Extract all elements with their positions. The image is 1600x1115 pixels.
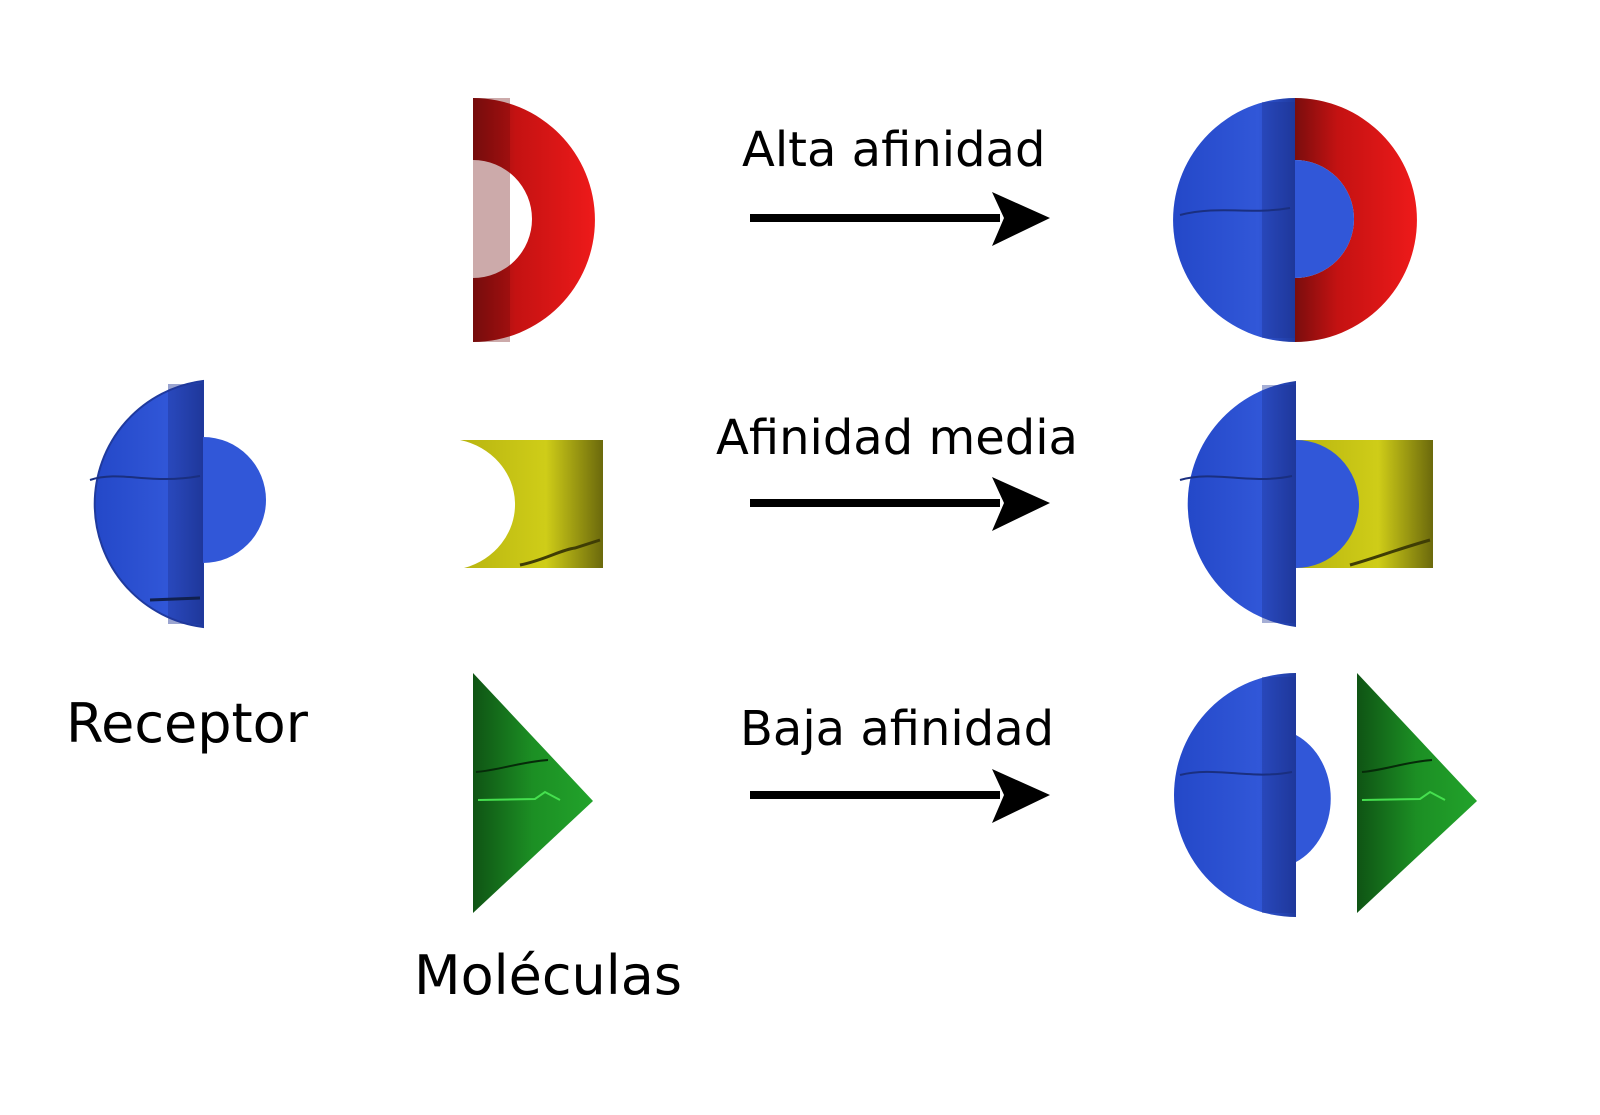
- green-triangle-icon: [473, 673, 593, 913]
- medium-affinity-label: Afinidad media: [716, 410, 1078, 466]
- red-crescent-icon: [473, 98, 595, 342]
- high-affinity-complex-icon: [1173, 98, 1417, 342]
- arrow-medium-icon: [750, 477, 1050, 531]
- receptor-label: Receptor: [66, 692, 308, 755]
- arrow-high-icon: [750, 192, 1050, 246]
- receptor-icon: [89, 379, 266, 629]
- low-affinity-complex-icon: [1174, 673, 1477, 917]
- high-affinity-label: Alta afinidad: [742, 122, 1046, 178]
- yellow-notched-block-icon: [460, 440, 603, 568]
- arrow-low-icon: [750, 769, 1050, 823]
- molecules-label: Moléculas: [414, 944, 682, 1007]
- low-affinity-label: Baja afinidad: [740, 701, 1055, 757]
- medium-affinity-complex-icon: [1179, 381, 1433, 627]
